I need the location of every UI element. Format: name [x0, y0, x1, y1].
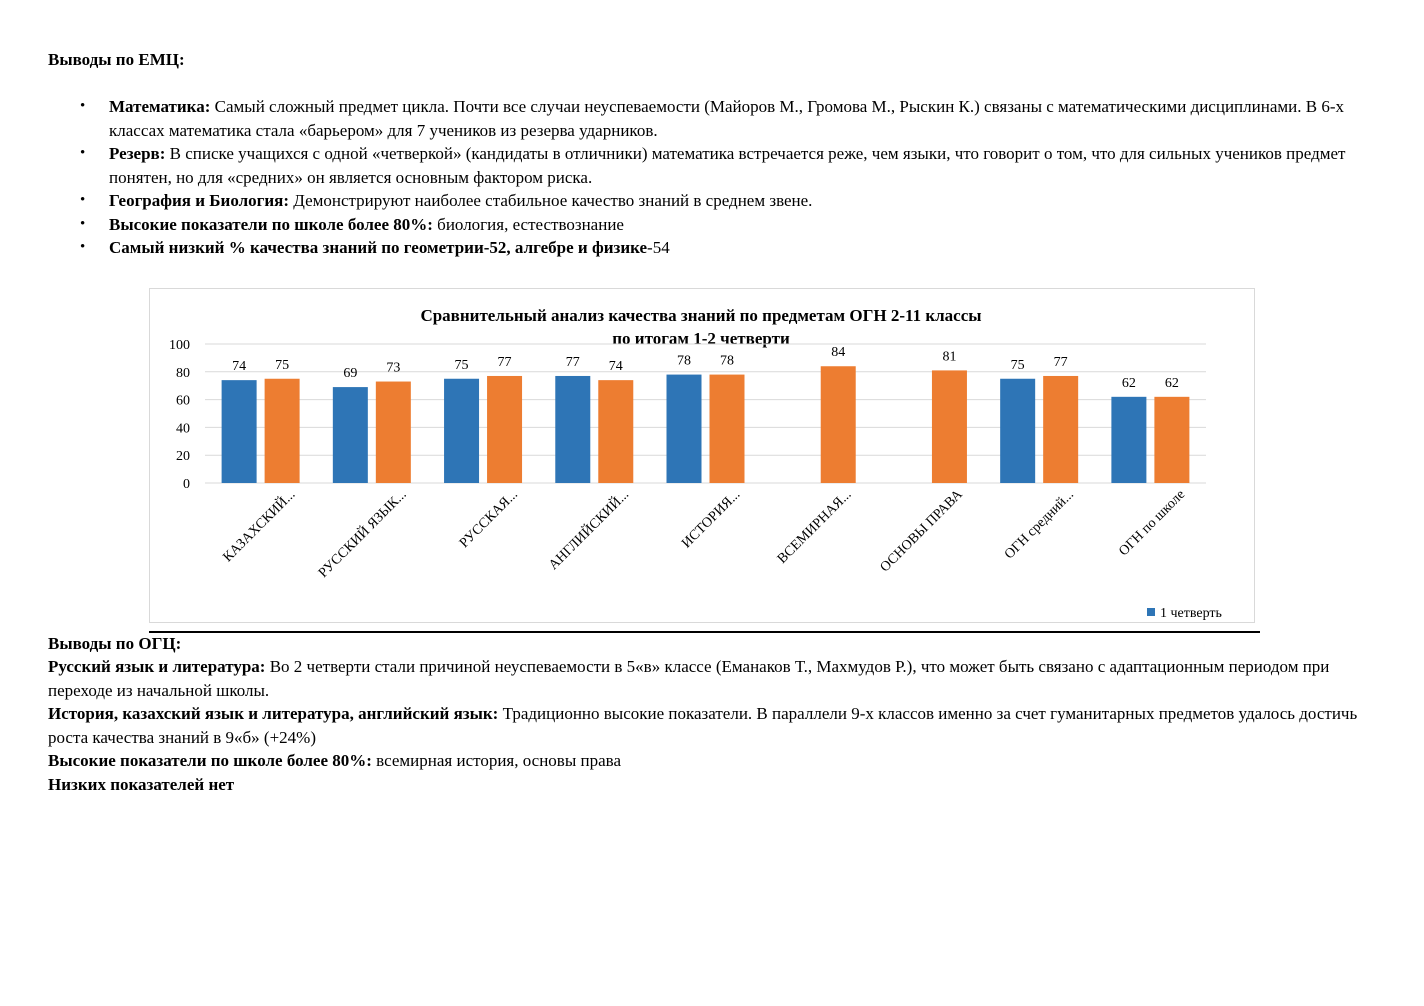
data-label: 74	[609, 359, 623, 374]
ogc-text: Традиционно высокие показатели. В паралл…	[48, 704, 1358, 747]
y-tick-label: 60	[176, 394, 190, 409]
data-label: 75	[455, 358, 469, 373]
category-label: РУССКИЙ ЯЗЫК...	[315, 486, 410, 581]
ogc-bold: Низких показателей нет	[48, 774, 235, 794]
bullet-bold: Высокие показатели по школе более 80%:	[109, 214, 433, 234]
data-label: 81	[942, 349, 956, 364]
data-label: 62	[1122, 376, 1136, 391]
bar-q2	[487, 375, 523, 483]
chart-subtitle: по итогам 1-2 четверти	[612, 329, 790, 348]
bar-q2	[1154, 396, 1190, 483]
y-tick-label: 100	[169, 338, 190, 353]
list-item: Резерв: В списке учащихся с одной «четве…	[72, 142, 1372, 189]
bar-q2	[264, 378, 300, 483]
data-label: 75	[1011, 358, 1025, 373]
ogc-text: всемирная история, основы права	[371, 751, 621, 770]
bullet-bold: География и Биология:	[109, 191, 290, 210]
ogc-paragraph: Русский язык и литература: Во 2 четверти…	[48, 655, 1388, 702]
bar-q1	[666, 374, 702, 483]
bullet-bold: Самый низкий % качества знаний по геомет…	[109, 238, 648, 257]
chart-gridlines	[205, 343, 1206, 484]
category-label: ИСТОРИЯ...	[679, 487, 743, 551]
category-label: КАЗАХСКИЙ...	[219, 486, 298, 565]
chart-bars	[221, 366, 1190, 483]
ogc-heading: Выводы по ОГЦ:	[48, 634, 182, 653]
data-label: 74	[232, 359, 246, 374]
bar-q1	[1000, 378, 1036, 483]
category-label: ОСНОВЫ ПРАВА	[878, 487, 967, 576]
y-tick-label: 0	[183, 477, 190, 492]
y-tick-label: 80	[176, 366, 190, 381]
bar-q1	[1111, 396, 1147, 483]
category-label: ВСЕМИРНАЯ...	[775, 487, 855, 567]
bar-q1	[221, 380, 257, 483]
bar-q1	[332, 387, 368, 483]
data-label: 77	[566, 355, 580, 370]
data-label: 77	[498, 355, 512, 370]
emc-bullet-list: Математика: Самый сложный предмет цикла.…	[72, 95, 1372, 260]
chart-container: Сравнительный анализ качества знаний по …	[149, 288, 1255, 623]
ogc-paragraph: История, казахский язык и литература, ан…	[48, 702, 1388, 749]
emc-heading: Выводы по ЕМЦ:	[48, 50, 185, 69]
data-label: 73	[386, 361, 400, 376]
bar-q1	[444, 378, 480, 483]
bar-q2	[709, 374, 745, 483]
list-item: Самый низкий % качества знаний по геомет…	[72, 236, 1372, 260]
bar-q2	[375, 381, 411, 483]
data-label: 84	[831, 345, 845, 360]
bullet-text: Самый сложный предмет цикла. Почти все с…	[109, 97, 1344, 140]
bar-q1	[555, 375, 591, 483]
y-tick-label: 20	[176, 449, 190, 464]
chart-data-labels: 74 75 69 73 75 77 77 74 78 78 84 81 75 77 62 62	[232, 345, 1179, 391]
bullet-bold: Математика:	[109, 97, 211, 116]
bullet-text: биология, естествознание	[432, 214, 624, 234]
y-axis-ticks: 0 20 40 60 80 100	[169, 338, 190, 492]
ogc-bold: История, казахский язык и литература, ан…	[48, 704, 499, 723]
legend-swatch-q1	[1147, 608, 1155, 616]
bar-q2	[931, 370, 967, 483]
data-label: 78	[677, 354, 691, 369]
category-label: ОГН по школе	[1116, 487, 1188, 559]
category-label: РУССКАЯ...	[457, 487, 521, 551]
data-label: 78	[720, 354, 734, 369]
x-axis-categories: КАЗАХСКИЙ... РУССКИЙ ЯЗЫК... РУССКАЯ... АНГ…	[219, 486, 1188, 581]
bar-chart: Сравнительный анализ качества знаний по …	[169, 306, 1206, 581]
bar-q2	[1043, 375, 1079, 483]
list-item: География и Биология: Демонстрируют наиб…	[72, 189, 1372, 213]
bullet-bold: Резерв:	[109, 144, 166, 163]
list-item: Высокие показатели по школе более 80%: б…	[72, 213, 1372, 237]
bar-q2	[598, 380, 634, 483]
category-label: ОГН средний...	[1002, 487, 1077, 562]
ogc-text: Во 2 четверти стали причиной неуспеваемо…	[48, 657, 1330, 700]
bullet-text: В списке учащихся с одной «четверкой» (к…	[109, 144, 1346, 187]
chart-legend: 1 четверть	[1147, 606, 1222, 622]
ogc-paragraph: Низких показателей нет	[48, 773, 1388, 797]
ogc-bold: Высокие показатели по школе более 80%:	[48, 751, 372, 770]
data-label: 77	[1054, 355, 1068, 370]
ogc-conclusions: Русский язык и литература: Во 2 четверти…	[48, 655, 1388, 796]
category-label: АНГЛИЙСКИЙ...	[545, 486, 632, 573]
ogc-bold: Русский язык и литература:	[48, 657, 266, 676]
data-label: 69	[343, 366, 357, 381]
divider	[149, 631, 1260, 633]
y-tick-label: 40	[176, 421, 190, 436]
bullet-text: -54	[647, 238, 670, 257]
data-label: 62	[1165, 376, 1179, 391]
data-label: 75	[275, 358, 289, 373]
bar-q2	[820, 366, 856, 483]
bullet-text: Демонстрируют наиболее стабильное качест…	[289, 191, 813, 210]
legend-label-q1: 1 четверть	[1160, 606, 1222, 621]
ogc-paragraph: Высокие показатели по школе более 80%: в…	[48, 749, 1388, 773]
chart-title: Сравнительный анализ качества знаний по …	[420, 306, 981, 325]
list-item: Математика: Самый сложный предмет цикла.…	[72, 95, 1372, 142]
